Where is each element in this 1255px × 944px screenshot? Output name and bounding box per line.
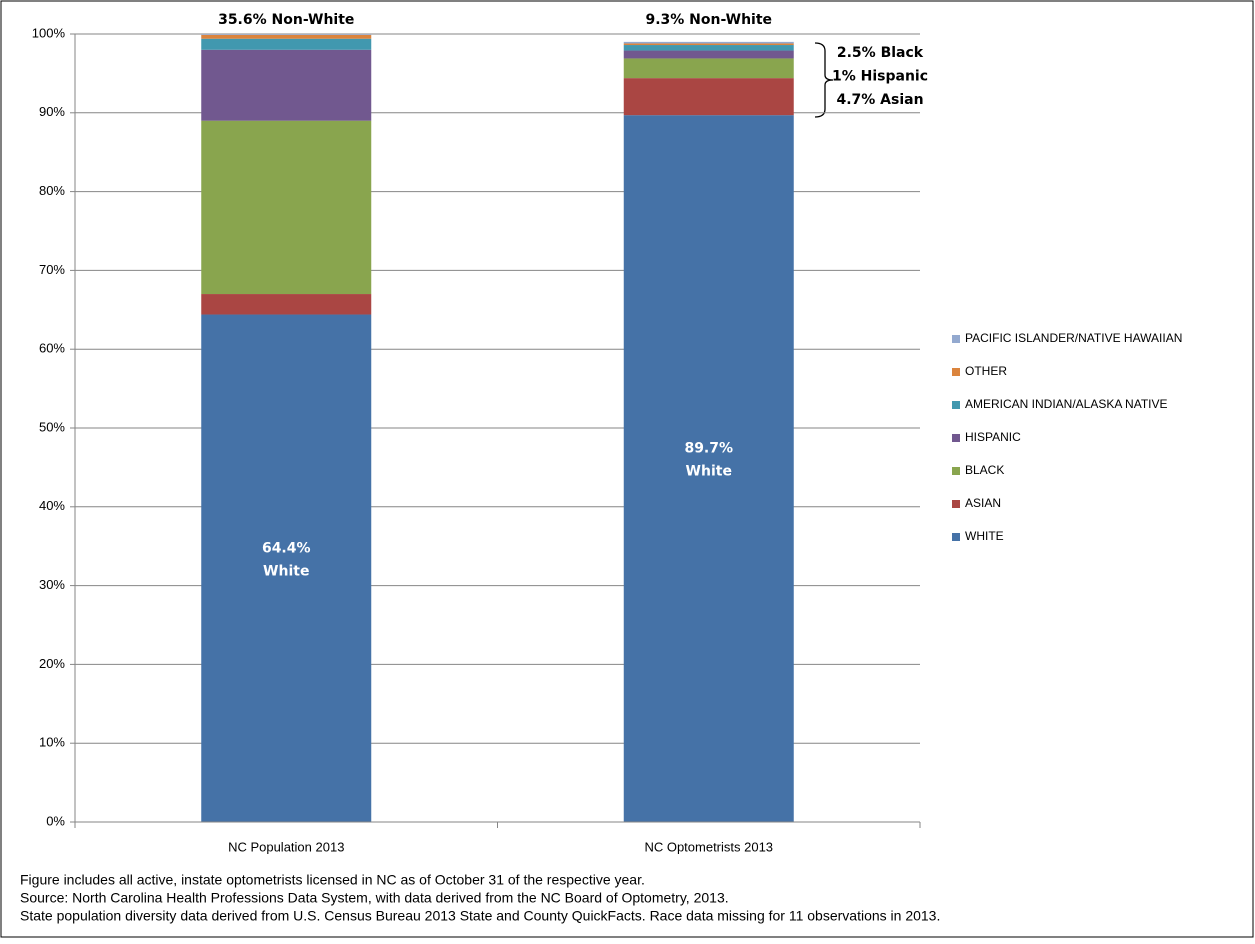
bracket bbox=[814, 42, 834, 118]
y-tick-label: 10% bbox=[39, 735, 65, 750]
bar-segment bbox=[201, 49, 372, 121]
value-label: 64.4% bbox=[262, 540, 311, 556]
y-tick-label: 40% bbox=[39, 498, 65, 513]
bar-segment bbox=[201, 38, 372, 50]
legend-swatch bbox=[952, 401, 960, 409]
legend-label: BLACK bbox=[965, 463, 1004, 477]
y-tick-label: 20% bbox=[39, 656, 65, 671]
side-label: 4.7% Asian bbox=[836, 92, 923, 108]
legend-swatch bbox=[952, 335, 960, 343]
bar-segment bbox=[623, 41, 794, 44]
bar-segment bbox=[623, 43, 794, 46]
y-tick-label: 100% bbox=[32, 25, 66, 40]
bar-segment bbox=[623, 50, 794, 59]
y-tick-label: 90% bbox=[39, 104, 65, 119]
side-label: 2.5% Black bbox=[837, 45, 924, 61]
y-tick-label: 60% bbox=[39, 341, 65, 356]
bar-segment bbox=[623, 45, 794, 51]
y-tick-label: 80% bbox=[39, 183, 65, 198]
bar-segment bbox=[201, 34, 372, 35]
legend-swatch bbox=[952, 368, 960, 376]
bar-segment bbox=[201, 120, 372, 295]
footnote: Figure includes all active, instate opto… bbox=[20, 872, 645, 888]
bar-top-label: 35.6% Non-White bbox=[218, 12, 354, 28]
y-tick-label: 50% bbox=[39, 419, 65, 434]
bar-segment bbox=[623, 78, 794, 116]
bar-segment bbox=[623, 58, 794, 79]
legend-swatch bbox=[952, 533, 960, 541]
legend-label: PACIFIC ISLANDER/NATIVE HAWAIIAN bbox=[965, 331, 1182, 345]
y-tick-label: 30% bbox=[39, 577, 65, 592]
x-tick-label: NC Population 2013 bbox=[228, 839, 344, 854]
bar-segment bbox=[201, 34, 372, 39]
footnote: Source: North Carolina Health Profession… bbox=[20, 890, 729, 906]
legend-swatch bbox=[952, 467, 960, 475]
x-tick-label: NC Optometrists 2013 bbox=[644, 839, 773, 854]
y-tick-label: 0% bbox=[46, 813, 65, 828]
bar-segment bbox=[623, 115, 794, 822]
bar-inner-label: White bbox=[263, 563, 309, 579]
legend-label: HISPANIC bbox=[965, 430, 1021, 444]
legend-swatch bbox=[952, 500, 960, 508]
bar-segment bbox=[201, 314, 372, 822]
legend-label: AMERICAN INDIAN/ALASKA NATIVE bbox=[965, 397, 1168, 411]
legend-swatch bbox=[952, 434, 960, 442]
legend-label: OTHER bbox=[965, 364, 1007, 378]
legend-label: ASIAN bbox=[965, 496, 1001, 510]
bar-segment bbox=[201, 294, 372, 315]
legend-label: WHITE bbox=[965, 529, 1004, 543]
bar-top-label: 9.3% Non-White bbox=[645, 12, 772, 28]
bar-inner-label: White bbox=[686, 464, 732, 480]
value-label: 89.7% bbox=[684, 441, 733, 457]
footnote: State population diversity data derived … bbox=[20, 908, 940, 924]
y-tick-label: 70% bbox=[39, 262, 65, 277]
side-label: 1% Hispanic bbox=[832, 69, 928, 85]
